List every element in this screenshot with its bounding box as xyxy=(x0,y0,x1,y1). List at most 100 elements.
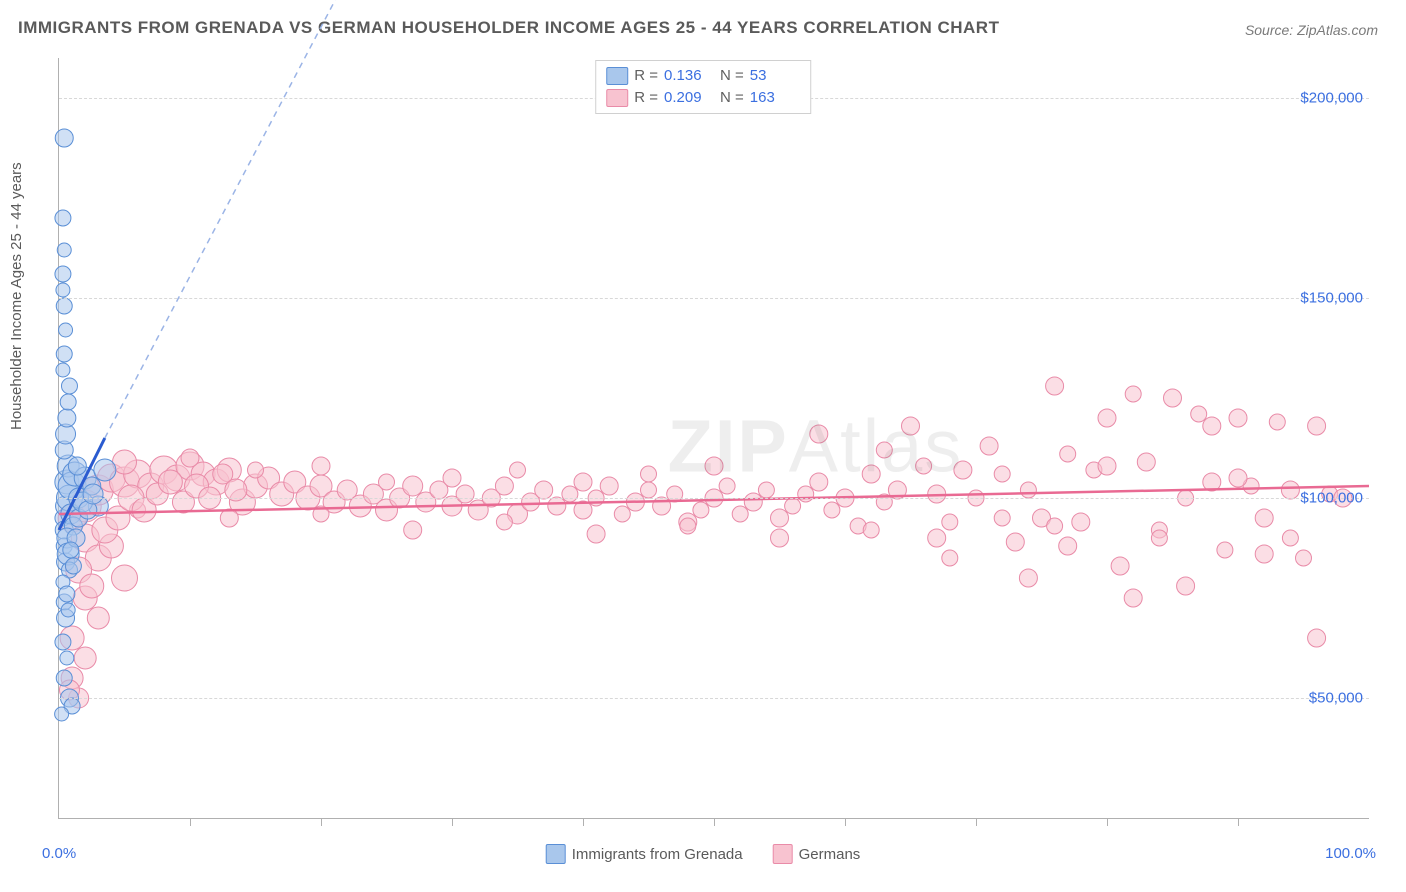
data-point xyxy=(1282,530,1298,546)
data-point xyxy=(744,493,762,511)
y-tick-label: $100,000 xyxy=(1300,490,1363,507)
data-point xyxy=(1255,545,1273,563)
data-point xyxy=(810,473,828,491)
data-point xyxy=(1255,509,1273,527)
data-point xyxy=(1019,569,1037,587)
data-point xyxy=(824,502,840,518)
y-tick-label: $50,000 xyxy=(1309,690,1363,707)
data-point xyxy=(65,558,81,574)
data-point xyxy=(56,298,72,314)
legend-label-b: Germans xyxy=(799,846,861,863)
data-point xyxy=(158,470,182,494)
data-point xyxy=(59,323,73,337)
data-point xyxy=(1229,469,1247,487)
data-point xyxy=(1308,629,1326,647)
data-point xyxy=(942,514,958,530)
data-point xyxy=(798,486,814,502)
data-point xyxy=(653,497,671,515)
data-point xyxy=(535,481,553,499)
data-point xyxy=(614,506,630,522)
data-point xyxy=(248,462,264,478)
data-point xyxy=(680,518,696,534)
data-point xyxy=(693,502,709,518)
data-point xyxy=(1164,389,1182,407)
data-point xyxy=(1111,557,1129,575)
data-point xyxy=(732,506,748,522)
data-point xyxy=(404,521,422,539)
data-point xyxy=(61,603,75,617)
data-point xyxy=(58,409,76,427)
data-point xyxy=(55,266,71,282)
series-legend: Immigrants from Grenada Germans xyxy=(546,844,861,864)
data-point xyxy=(1191,406,1207,422)
data-point xyxy=(562,486,578,502)
legend-label-a: Immigrants from Grenada xyxy=(572,846,743,863)
data-point xyxy=(1124,589,1142,607)
data-point xyxy=(87,607,109,629)
data-point xyxy=(1098,409,1116,427)
data-point xyxy=(495,477,513,495)
data-point xyxy=(510,462,526,478)
n-label: N = xyxy=(720,65,744,87)
data-point xyxy=(60,651,74,665)
data-point xyxy=(1151,530,1167,546)
data-point xyxy=(1098,457,1116,475)
data-point xyxy=(600,477,618,495)
data-point xyxy=(574,473,592,491)
data-point xyxy=(94,459,116,481)
y-tick-label: $200,000 xyxy=(1300,90,1363,107)
data-point xyxy=(68,457,86,475)
legend-item-a: Immigrants from Grenada xyxy=(546,844,743,864)
data-point xyxy=(876,442,892,458)
data-point xyxy=(60,394,76,410)
data-point xyxy=(994,510,1010,526)
data-point xyxy=(863,522,879,538)
data-point xyxy=(771,509,789,527)
data-point xyxy=(1047,518,1063,534)
data-point xyxy=(1203,417,1221,435)
n-value-b: 163 xyxy=(750,87,800,109)
data-point xyxy=(63,542,79,558)
data-point xyxy=(994,466,1010,482)
r-value-b: 0.209 xyxy=(664,87,714,109)
data-point xyxy=(56,670,72,686)
data-point xyxy=(1046,377,1064,395)
trend-line xyxy=(105,0,452,438)
chart-title: IMMIGRANTS FROM GRENADA VS GERMAN HOUSEH… xyxy=(18,18,999,38)
data-point xyxy=(1137,453,1155,471)
data-point xyxy=(1217,542,1233,558)
y-tick-label: $150,000 xyxy=(1300,290,1363,307)
data-point xyxy=(548,497,566,515)
x-axis-max-label: 100.0% xyxy=(1325,845,1376,862)
r-label: R = xyxy=(634,65,658,87)
data-point xyxy=(59,586,75,602)
data-point xyxy=(1060,446,1076,462)
source-attribution: Source: ZipAtlas.com xyxy=(1245,22,1378,38)
data-point xyxy=(403,476,423,496)
data-point xyxy=(758,482,774,498)
n-label: N = xyxy=(720,87,744,109)
data-point xyxy=(1308,417,1326,435)
data-point xyxy=(1020,482,1036,498)
swatch-b-icon xyxy=(606,89,628,107)
data-point xyxy=(771,529,789,547)
swatch-b-icon xyxy=(773,844,793,864)
data-point xyxy=(74,647,96,669)
data-point xyxy=(980,437,998,455)
data-point xyxy=(1296,550,1312,566)
plot-area: $50,000 $100,000 $150,000 $200,000 xyxy=(58,58,1369,819)
data-point xyxy=(496,514,512,530)
data-point xyxy=(1006,533,1024,551)
data-point xyxy=(916,458,932,474)
data-point xyxy=(641,466,657,482)
data-point xyxy=(181,449,199,467)
chart-svg xyxy=(59,58,1369,818)
data-point xyxy=(954,461,972,479)
data-point xyxy=(1229,409,1247,427)
data-point xyxy=(55,210,71,226)
data-point xyxy=(1177,577,1195,595)
data-point xyxy=(719,478,735,494)
r-label: R = xyxy=(634,87,658,109)
data-point xyxy=(928,529,946,547)
swatch-a-icon xyxy=(606,67,628,85)
